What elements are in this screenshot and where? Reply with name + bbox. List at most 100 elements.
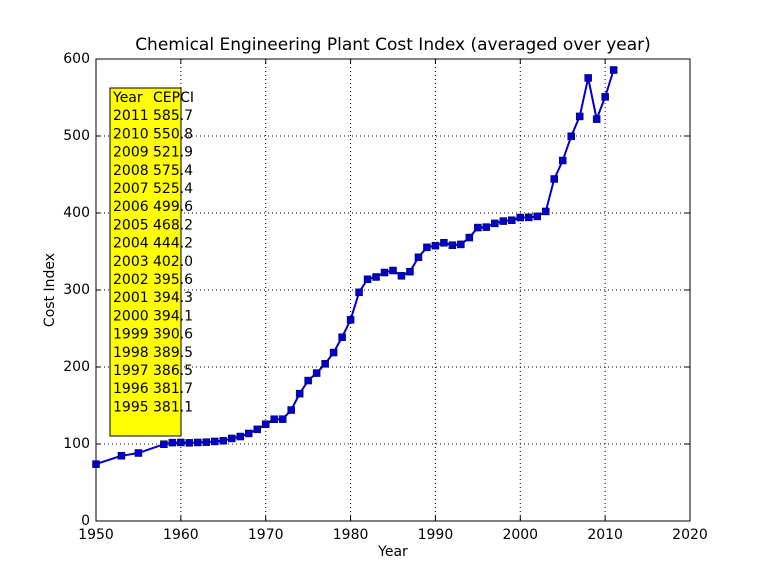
table-header: Year	[112, 90, 143, 106]
x-tick-label: 1970	[248, 527, 284, 543]
table-cell: 525.4	[153, 181, 193, 197]
table-cell: 2007	[113, 181, 149, 197]
data-point	[397, 272, 406, 280]
table-cell: 444.2	[153, 236, 193, 252]
table-cell: 2009	[113, 145, 149, 161]
table-cell: 402.0	[153, 254, 193, 270]
data-point	[474, 223, 482, 232]
data-point	[244, 429, 253, 438]
table-cell: 2003	[113, 254, 149, 270]
x-tick-label: 1980	[333, 527, 369, 543]
data-point	[448, 241, 457, 249]
data-point	[465, 233, 474, 242]
data-point	[194, 438, 202, 447]
table-cell: 1998	[113, 345, 149, 361]
data-point	[295, 389, 304, 398]
x-tick-label: 1990	[418, 527, 454, 543]
x-tick-label: 2010	[587, 527, 623, 543]
data-point	[525, 213, 533, 222]
data-point	[304, 376, 312, 385]
table-cell: 386.5	[153, 363, 193, 379]
data-point	[134, 449, 143, 457]
table-cell: 2001	[113, 290, 149, 306]
data-point	[253, 425, 261, 434]
data-point	[312, 369, 321, 377]
data-point	[516, 213, 525, 222]
data-point	[584, 74, 592, 82]
data-point	[567, 132, 575, 141]
table-cell: 2010	[113, 126, 149, 142]
table-cell: 585.7	[153, 108, 193, 124]
table-cell: 1996	[113, 381, 149, 397]
data-point	[363, 275, 372, 283]
table-cell: 2006	[113, 199, 149, 215]
table-cell: 394.1	[153, 308, 193, 324]
data-point	[117, 452, 126, 460]
table-header: CEPCI	[153, 90, 194, 106]
y-tick-label: 300	[63, 282, 90, 298]
data-point	[92, 460, 100, 468]
data-point	[592, 115, 601, 123]
data-point	[491, 219, 499, 228]
table-box	[109, 87, 182, 437]
data-point	[228, 434, 236, 443]
data-point	[601, 93, 609, 101]
data-point	[380, 268, 389, 277]
data-point	[482, 223, 491, 231]
data-point	[414, 253, 423, 262]
table-cell: 2005	[113, 217, 149, 233]
data-point	[457, 240, 465, 249]
data-point	[329, 348, 338, 357]
y-tick-label: 400	[63, 205, 90, 221]
data-point	[177, 438, 185, 447]
data-point	[278, 415, 287, 423]
table-cell: 468.2	[153, 217, 193, 233]
data-point	[168, 438, 177, 447]
x-axis-label: Year	[377, 544, 408, 560]
data-point	[372, 273, 380, 281]
data-point	[261, 420, 270, 428]
table-cell: 2008	[113, 163, 149, 179]
data-point	[440, 239, 448, 247]
table-cell: 499.6	[153, 199, 193, 215]
y-tick-label: 100	[63, 436, 90, 452]
table-cell: 2011	[113, 108, 149, 124]
x-tick-label: 1960	[163, 527, 199, 543]
table-cell: 395.6	[153, 272, 193, 288]
data-point	[550, 175, 558, 183]
data-point	[541, 207, 550, 216]
y-tick-label: 0	[81, 513, 90, 529]
y-tick-label: 200	[63, 359, 90, 375]
data-point	[287, 406, 295, 414]
data-point	[160, 440, 168, 448]
chart-title: Chemical Engineering Plant Cost Index (a…	[135, 35, 651, 55]
data-point	[338, 333, 346, 341]
table-cell: 2002	[113, 272, 149, 288]
data-point	[609, 66, 618, 74]
table-cell: 550.8	[153, 126, 193, 142]
y-tick-label: 600	[63, 51, 90, 67]
data-point	[211, 437, 219, 446]
x-tick-label: 2020	[672, 527, 708, 543]
table-cell: 381.7	[153, 381, 193, 397]
data-point	[219, 437, 228, 445]
data-point	[346, 316, 355, 324]
table-cell: 575.4	[153, 163, 193, 179]
data-point	[236, 432, 245, 441]
table-cell: 1997	[113, 363, 149, 379]
data-point	[202, 438, 211, 446]
table-cell: 1995	[113, 399, 149, 415]
y-tick-label: 500	[63, 128, 90, 144]
data-point	[431, 241, 440, 250]
data-point	[389, 266, 397, 275]
data-point	[321, 360, 329, 368]
table-cell: 394.3	[153, 290, 193, 306]
data-point	[533, 212, 542, 221]
data-point	[423, 243, 431, 252]
table-cell: 1999	[113, 327, 149, 343]
x-tick-label: 2000	[502, 527, 538, 543]
table-cell: 2004	[113, 236, 149, 252]
data-point	[270, 415, 278, 423]
table-cell: 390.6	[153, 327, 193, 343]
